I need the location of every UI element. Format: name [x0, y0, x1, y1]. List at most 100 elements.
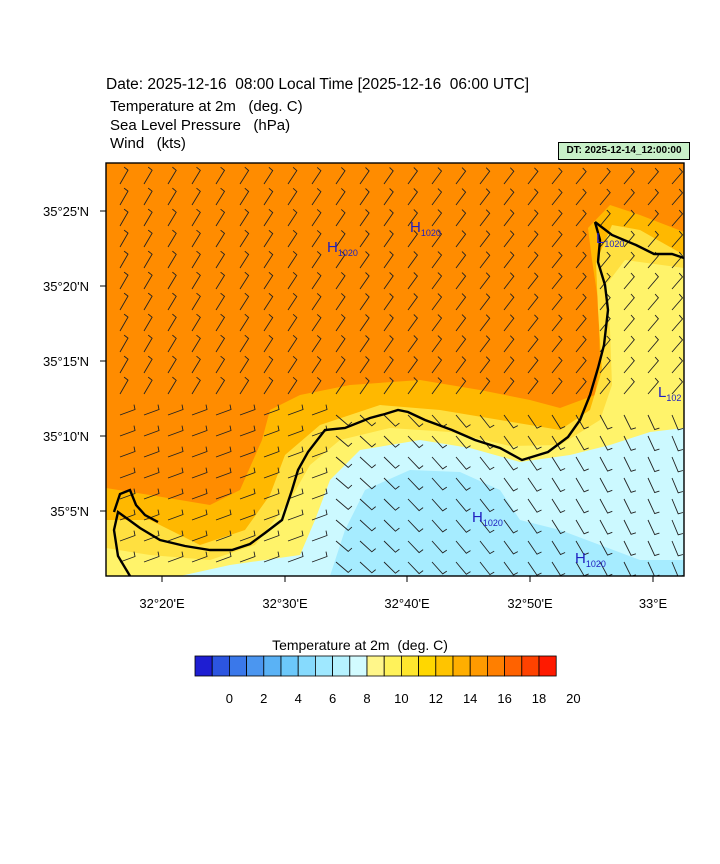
wind-barb	[143, 355, 153, 374]
wind-barb	[287, 187, 298, 206]
wind-barb	[191, 208, 201, 227]
wind-barb	[287, 404, 304, 416]
wind-barb	[431, 435, 448, 449]
wind-barb	[215, 446, 232, 458]
wind-barb	[239, 355, 250, 374]
wind-barb	[263, 250, 274, 269]
wind-barb	[167, 208, 177, 227]
wind-barb	[623, 335, 635, 353]
wind-barb	[407, 519, 424, 533]
wind-barb	[119, 467, 136, 479]
wind-barb	[287, 208, 298, 227]
wind-barb	[479, 314, 491, 332]
pressure-center: H1020	[472, 509, 503, 528]
wind-barb	[479, 377, 491, 395]
wind-barb	[503, 561, 519, 576]
wind-barb	[287, 467, 304, 479]
wind-barb	[335, 477, 353, 489]
wind-barb	[455, 251, 467, 269]
wind-barb	[143, 467, 160, 479]
wind-barb	[527, 477, 542, 492]
wind-barb	[671, 167, 684, 185]
wind-barb	[191, 488, 208, 500]
wind-barb	[143, 271, 153, 290]
wind-barb	[335, 314, 346, 332]
wind-barb	[575, 519, 589, 535]
pressure-center: H1020	[410, 219, 441, 238]
wind-barb	[623, 251, 635, 269]
wind-barb	[359, 356, 370, 374]
wind-barb	[167, 250, 177, 269]
wind-barb	[575, 230, 587, 248]
wind-barb	[311, 488, 328, 500]
longitude-axis: 32°20'E 32°30'E 32°40'E 32°50'E 33°E	[139, 576, 667, 611]
wind-barb	[647, 293, 659, 311]
wind-barb	[527, 540, 542, 555]
wind-barb	[215, 425, 232, 437]
wind-barb	[407, 356, 418, 374]
wind-barb	[407, 498, 424, 512]
wind-barb	[143, 551, 160, 563]
wind-barb	[455, 167, 467, 185]
wind-barb	[455, 335, 467, 353]
wind-barb	[359, 519, 376, 532]
wind-barb	[575, 356, 587, 374]
wind-barb	[407, 561, 424, 575]
wind-barb	[335, 540, 353, 552]
wind-barb	[503, 356, 515, 374]
wind-barb	[143, 488, 160, 500]
wind-barb	[263, 355, 274, 374]
lat-tick-label: 35°5'N	[50, 504, 89, 519]
wind-barb	[479, 272, 491, 290]
wind-barb	[191, 376, 201, 395]
wind-barb	[215, 355, 226, 374]
wind-barb	[647, 519, 660, 536]
temperature-field	[106, 163, 684, 576]
wind-barb	[407, 230, 418, 248]
wind-barb	[407, 293, 418, 311]
wind-barb	[599, 561, 613, 576]
wind-barb	[527, 356, 539, 374]
wind-barb	[431, 456, 448, 470]
wind-barb	[119, 271, 129, 290]
wind-barb	[551, 251, 563, 269]
wind-barb	[215, 271, 226, 290]
wind-barb	[383, 540, 400, 553]
colorbar-swatch	[297, 655, 316, 677]
wind-barb	[359, 272, 370, 290]
wind-barb	[359, 209, 370, 227]
variable-pressure-label: Sea Level Pressure (hPa)	[110, 117, 291, 134]
wind-barb	[623, 498, 637, 514]
wind-barb	[311, 377, 322, 395]
wind-barb	[335, 230, 346, 248]
wind-barb	[431, 356, 443, 374]
wind-barbs	[119, 166, 684, 576]
wind-barb	[671, 230, 684, 248]
wind-barb	[479, 540, 495, 555]
wind-barb	[647, 377, 659, 395]
wind-barb	[599, 519, 613, 535]
colorbar-tick-label: 4	[295, 691, 302, 706]
lon-tick-label: 32°20'E	[139, 596, 185, 611]
pressure-center: H1020	[327, 239, 358, 258]
wind-barb	[263, 292, 274, 311]
colorbar-swatch	[504, 655, 523, 677]
wind-barb	[575, 314, 587, 332]
wind-barb	[599, 356, 611, 374]
wind-barb	[167, 313, 177, 332]
wind-barb	[479, 456, 495, 471]
wind-barb	[191, 425, 208, 437]
wind-barb	[527, 251, 539, 269]
wind-barb	[623, 209, 635, 227]
wind-barb	[167, 271, 177, 290]
wind-barb	[527, 209, 539, 227]
wind-barb	[383, 356, 394, 374]
wind-barb	[119, 166, 129, 185]
wind-barb	[143, 208, 153, 227]
wind-barb	[431, 377, 443, 395]
map-frame	[105, 162, 685, 577]
wind-barb	[647, 540, 660, 557]
wind-barb	[359, 498, 376, 511]
wind-barb	[623, 167, 635, 185]
wind-barb	[407, 477, 424, 491]
